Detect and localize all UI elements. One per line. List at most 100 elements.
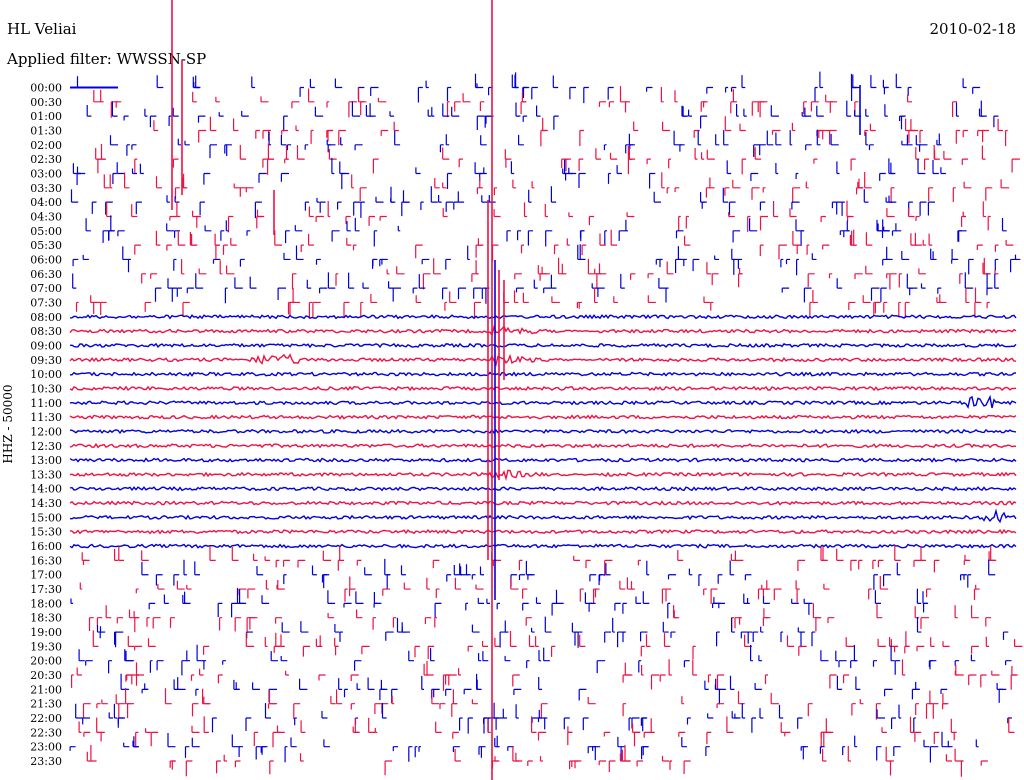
glitch-mark <box>326 139 331 146</box>
glitch-mark <box>71 674 74 688</box>
glitch-mark <box>123 742 130 748</box>
glitch-mark <box>72 258 79 267</box>
glitch-mark <box>253 553 258 561</box>
glitch-mark <box>482 641 488 647</box>
glitch-mark <box>598 101 606 107</box>
glitch-mark <box>341 172 350 190</box>
glitch-mark <box>323 739 330 748</box>
glitch-mark <box>820 215 826 223</box>
glitch-mark <box>791 598 799 604</box>
glitch-mark <box>504 149 508 160</box>
trace-line <box>69 314 1017 320</box>
glitch-mark <box>847 745 851 762</box>
glitch-mark <box>415 244 423 259</box>
glitch-mark <box>384 558 390 576</box>
glitch-mark <box>870 287 880 301</box>
glitch-mark <box>459 717 463 731</box>
glitch-mark <box>991 670 1000 676</box>
glitch-mark <box>722 187 729 203</box>
glitch-mark <box>737 258 743 269</box>
glitch-mark <box>86 105 92 117</box>
glitch-mark <box>985 617 992 627</box>
glitch-mark <box>174 187 180 200</box>
glitch-mark <box>640 645 645 657</box>
glitch-mark <box>198 268 207 275</box>
row-label: 07:30 <box>30 296 62 309</box>
glitch-mark <box>100 89 104 103</box>
glitch-mark <box>731 248 736 261</box>
glitch-mark <box>100 301 107 315</box>
glitch-mark <box>173 574 180 586</box>
glitch-mark <box>96 717 102 733</box>
glitch-mark <box>898 704 902 719</box>
glitch-mark <box>114 631 123 645</box>
glitch-mark <box>898 301 901 318</box>
glitch-mark <box>192 91 197 103</box>
glitch-mark <box>496 735 500 748</box>
glitch-mark <box>465 602 468 611</box>
glitch-mark <box>540 703 548 719</box>
glitch-mark <box>970 654 976 662</box>
glitch-mark <box>775 163 779 175</box>
glitch-mark <box>148 602 156 610</box>
row-label: 07:00 <box>30 282 62 295</box>
glitch-mark <box>212 258 221 264</box>
glitch-mark <box>126 144 130 156</box>
glitch-mark <box>890 162 896 175</box>
glitch-mark <box>915 703 919 715</box>
glitch-mark <box>718 688 726 705</box>
glitch-mark <box>334 78 343 89</box>
glitch-mark <box>281 129 289 135</box>
glitch-mark <box>504 620 509 633</box>
glitch-mark <box>705 187 711 198</box>
glitch-mark <box>157 583 165 590</box>
glitch-mark <box>258 172 267 183</box>
glitch-mark <box>681 737 687 748</box>
glitch-mark <box>624 101 630 113</box>
glitch-mark <box>432 559 440 569</box>
glitch-mark <box>85 660 93 666</box>
glitch-mark <box>994 273 999 289</box>
glitch-mark <box>355 591 364 604</box>
glitch-mark <box>448 674 457 686</box>
glitch-mark <box>90 745 97 762</box>
glitch-mark <box>118 546 124 561</box>
row-label: 10:00 <box>30 368 62 381</box>
glitch-mark <box>915 215 920 221</box>
glitch-mark <box>919 144 928 152</box>
glitch-mark <box>628 148 632 160</box>
glitch-mark <box>1005 129 1008 147</box>
glitch-mark <box>707 674 711 683</box>
glitch-mark <box>267 703 276 709</box>
glitch-mark <box>762 187 766 193</box>
glitch-mark <box>418 274 426 289</box>
glitch-mark <box>475 244 484 258</box>
glitch-mark <box>433 258 441 275</box>
glitch-mark <box>256 566 264 576</box>
glitch-mark <box>504 655 511 662</box>
glitch-mark <box>759 708 764 719</box>
glitch-mark <box>401 627 410 633</box>
glitch-mark <box>518 574 525 580</box>
glitch-mark <box>261 746 266 755</box>
glitch-mark <box>883 574 891 587</box>
glitch-mark <box>92 630 99 647</box>
row-label: 01:00 <box>30 110 62 123</box>
glitch-mark <box>283 559 290 567</box>
glitch-mark <box>941 731 950 748</box>
glitch-mark <box>339 546 345 561</box>
glitch-mark <box>300 621 309 633</box>
glitch-mark <box>72 273 77 289</box>
glitch-mark <box>667 602 671 619</box>
glitch-mark <box>351 101 361 117</box>
row-label: 08:00 <box>30 311 62 324</box>
glitch-mark <box>186 584 192 590</box>
trace-line <box>69 394 1017 410</box>
glitch-mark <box>841 201 845 216</box>
glitch-mark <box>997 118 1004 132</box>
glitch-mark <box>894 545 901 561</box>
glitch-mark <box>246 631 253 639</box>
glitch-mark <box>453 565 460 576</box>
glitch-mark <box>449 291 457 304</box>
glitch-mark <box>330 696 336 705</box>
